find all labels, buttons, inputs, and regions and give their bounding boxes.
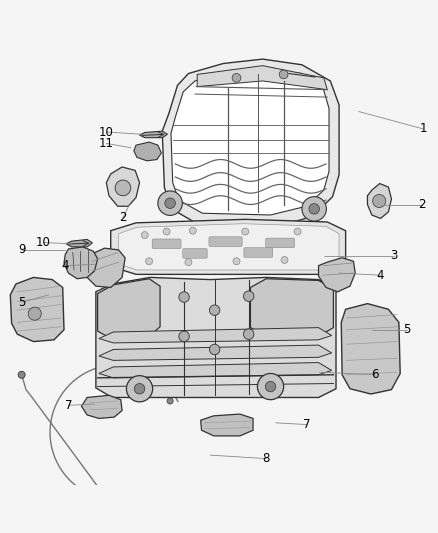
Circle shape (179, 331, 189, 342)
Circle shape (134, 384, 145, 394)
Circle shape (373, 195, 386, 207)
Polygon shape (96, 277, 336, 398)
Polygon shape (111, 220, 346, 274)
Circle shape (167, 398, 173, 404)
Circle shape (209, 305, 220, 316)
Circle shape (115, 180, 131, 196)
Text: 8: 8 (262, 452, 270, 465)
Polygon shape (99, 345, 332, 360)
Polygon shape (81, 395, 122, 418)
Circle shape (141, 231, 148, 239)
Polygon shape (66, 239, 92, 247)
Circle shape (158, 191, 182, 215)
Circle shape (146, 258, 152, 265)
Text: 5: 5 (403, 324, 410, 336)
Polygon shape (367, 183, 392, 219)
Text: 9: 9 (18, 244, 25, 256)
Polygon shape (85, 248, 125, 287)
Polygon shape (341, 304, 400, 394)
Text: 3: 3 (390, 249, 397, 262)
Polygon shape (11, 277, 64, 342)
Circle shape (233, 258, 240, 265)
Circle shape (279, 70, 288, 79)
Polygon shape (119, 224, 339, 270)
Circle shape (294, 228, 301, 235)
Polygon shape (171, 69, 329, 215)
Polygon shape (106, 167, 140, 206)
Polygon shape (251, 279, 333, 336)
Circle shape (18, 372, 25, 378)
Circle shape (265, 381, 276, 392)
FancyBboxPatch shape (244, 248, 273, 257)
Circle shape (309, 204, 319, 214)
Circle shape (209, 344, 220, 354)
Text: 10: 10 (36, 236, 51, 249)
Polygon shape (318, 258, 355, 292)
Circle shape (189, 227, 196, 234)
Text: 10: 10 (99, 126, 114, 139)
Circle shape (232, 74, 241, 82)
Circle shape (244, 329, 254, 340)
FancyBboxPatch shape (209, 237, 242, 246)
Polygon shape (197, 66, 327, 90)
Text: 6: 6 (371, 368, 379, 381)
Polygon shape (99, 362, 332, 378)
FancyBboxPatch shape (266, 238, 294, 248)
Polygon shape (201, 414, 253, 436)
Polygon shape (98, 279, 160, 340)
Polygon shape (162, 59, 339, 227)
Text: 4: 4 (62, 259, 69, 272)
Text: 4: 4 (377, 269, 384, 282)
Polygon shape (134, 142, 161, 161)
Circle shape (281, 256, 288, 263)
Circle shape (127, 376, 152, 402)
Text: 7: 7 (303, 418, 310, 431)
Polygon shape (99, 328, 332, 343)
Text: 11: 11 (99, 137, 114, 150)
Text: 1: 1 (420, 123, 427, 135)
Text: 5: 5 (18, 296, 25, 309)
Circle shape (28, 307, 41, 320)
Circle shape (185, 259, 192, 265)
Polygon shape (64, 247, 98, 279)
Circle shape (165, 198, 175, 208)
Circle shape (258, 374, 284, 400)
Circle shape (244, 291, 254, 302)
Text: 2: 2 (119, 211, 127, 224)
Circle shape (242, 228, 249, 235)
Text: 2: 2 (418, 198, 426, 211)
Circle shape (302, 197, 326, 221)
FancyBboxPatch shape (183, 248, 207, 258)
Circle shape (163, 228, 170, 235)
Text: 7: 7 (65, 399, 72, 412)
Polygon shape (140, 131, 167, 138)
Circle shape (179, 292, 189, 302)
FancyBboxPatch shape (152, 239, 181, 248)
